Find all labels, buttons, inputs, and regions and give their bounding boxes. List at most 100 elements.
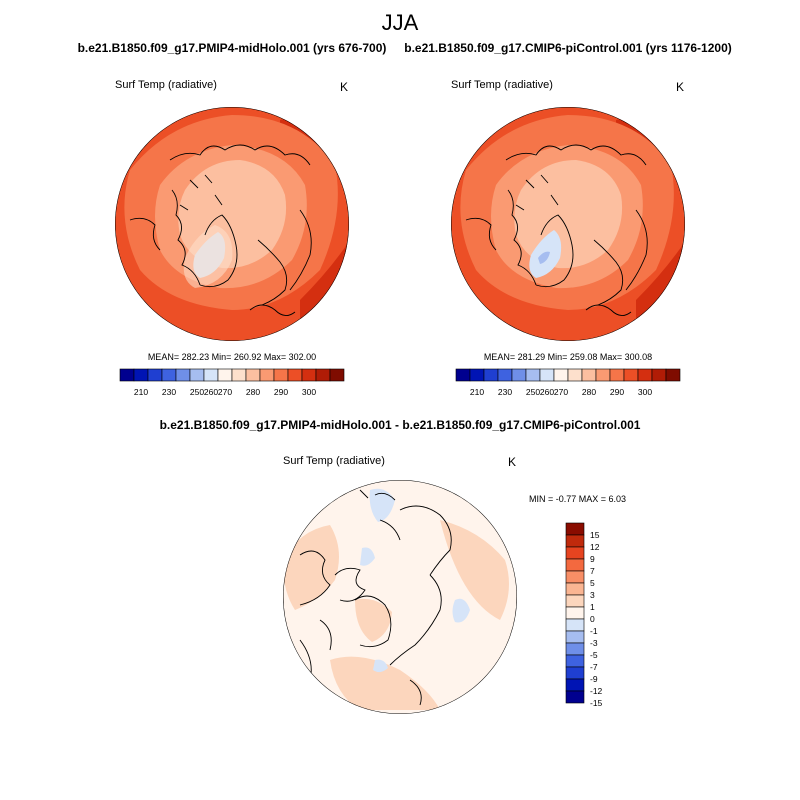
difference-colorbar-cell [565, 558, 585, 572]
difference-colorbar-cell [565, 666, 585, 680]
left-variable-label: Surf Temp (radiative) [115, 79, 217, 91]
left-colorbar-cell [273, 368, 289, 382]
left-colorbar-tick-label: 250 [190, 387, 204, 397]
left-colorbar-cell [161, 368, 177, 382]
difference-variable-label: Surf Temp (radiative) [283, 455, 385, 467]
difference-colorbar-tick-label: 12 [590, 542, 600, 552]
right-colorbar-cell [497, 368, 513, 382]
left-colorbar-cell [259, 368, 275, 382]
difference-colorbar-cell [565, 618, 585, 632]
left-units-label: K [340, 80, 348, 94]
difference-colorbar-tick-label: -1 [590, 626, 598, 636]
right-map-panel: Surf Temp (radiative) K MEAN= 281.29 Mi [451, 79, 685, 397]
diff-field-cool-3 [360, 547, 375, 566]
left-colorbar-cell [329, 368, 345, 382]
difference-colorbar-tick-label: 0 [590, 614, 595, 624]
right-stats-text: MEAN= 281.29 Min= 259.08 Max= 300.08 [484, 352, 652, 362]
left-colorbar-cell [217, 368, 233, 382]
right-colorbar-tick-label: 260 [540, 387, 554, 397]
left-colorbar-tick-label: 290 [274, 387, 288, 397]
left-colorbar-cell [119, 368, 135, 382]
left-colorbar-cell [315, 368, 331, 382]
left-colorbar-tick-label: 300 [302, 387, 316, 397]
right-colorbar-cell [665, 368, 681, 382]
right-colorbar-cell [469, 368, 485, 382]
difference-colorbar-cell [565, 582, 585, 596]
difference-colorbar-cell [565, 534, 585, 548]
left-stats-text: MEAN= 282.23 Min= 260.92 Max= 302.00 [148, 352, 316, 362]
left-colorbar-cell [231, 368, 247, 382]
right-colorbar-tick-label: 210 [470, 387, 484, 397]
difference-map-panel: Surf Temp (radiative) K MIN = -0.77 MAX … [283, 455, 626, 714]
left-colorbar-tick-label: 270 [218, 387, 232, 397]
diff-field-warm-east [440, 520, 509, 620]
difference-colorbar-cell [565, 690, 585, 704]
difference-colorbar: 15 12 9 7 5 3 1 0 -1 -3 -5 -7 -9 -12 -15 [565, 522, 603, 708]
season-title: JJA [382, 10, 419, 35]
right-colorbar-cell [595, 368, 611, 382]
right-colorbar-cell [539, 368, 555, 382]
left-colorbar-cell [147, 368, 163, 382]
diff-field-cool-2 [452, 598, 470, 623]
left-colorbar-tick-label: 280 [246, 387, 260, 397]
difference-colorbar-tick-label: 1 [590, 602, 595, 612]
difference-panel-title: b.e21.B1850.f09_g17.PMIP4-midHolo.001 - … [160, 418, 641, 432]
right-colorbar-tick-label: 250 [526, 387, 540, 397]
right-colorbar-cell [553, 368, 569, 382]
left-colorbar-cell [189, 368, 205, 382]
left-map-field [115, 107, 349, 341]
difference-map-field [283, 480, 517, 714]
diff-field-warm-northamerica [355, 598, 392, 642]
difference-stats-text: MIN = -0.77 MAX = 6.03 [529, 494, 626, 504]
difference-colorbar-tick-label: -9 [590, 674, 598, 684]
difference-colorbar-cell [565, 642, 585, 656]
right-colorbar-cell [581, 368, 597, 382]
right-colorbar-tick-label: 300 [638, 387, 652, 397]
left-panel-title: b.e21.B1850.f09_g17.PMIP4-midHolo.001 (y… [78, 41, 387, 55]
right-colorbar-cell [623, 368, 639, 382]
right-colorbar-tick-label: 270 [554, 387, 568, 397]
difference-colorbar-cell [565, 570, 585, 584]
right-map-field [451, 107, 685, 341]
left-colorbar: 210 230 250 260 270 280 290 300 [119, 368, 345, 397]
difference-colorbar-tick-label: -3 [590, 638, 598, 648]
difference-colorbar-cell [565, 654, 585, 668]
diff-field-cool-4 [373, 659, 388, 673]
right-field-greenland-core [538, 251, 550, 264]
diff-field-warm-south [330, 656, 440, 710]
left-field-greenland-coast [183, 225, 233, 288]
left-colorbar-cell [287, 368, 303, 382]
right-variable-label: Surf Temp (radiative) [451, 79, 553, 91]
right-colorbar-cell [651, 368, 667, 382]
difference-colorbar-tick-label: -7 [590, 662, 598, 672]
difference-colorbar-cell [565, 522, 585, 536]
left-colorbar-cell [203, 368, 219, 382]
right-colorbar-tick-label: 290 [610, 387, 624, 397]
left-map-panel: Surf Temp (radiative) K MEAN= 282.23 Mi [115, 79, 349, 397]
right-colorbar: 210 230 250 260 270 280 290 300 [455, 368, 681, 397]
difference-colorbar-cell [565, 606, 585, 620]
right-colorbar-tick-label: 230 [498, 387, 512, 397]
left-colorbar-cell [245, 368, 261, 382]
right-colorbar-cell [567, 368, 583, 382]
difference-colorbar-tick-label: 9 [590, 554, 595, 564]
left-colorbar-tick-label: 210 [134, 387, 148, 397]
difference-colorbar-tick-label: 15 [590, 530, 600, 540]
difference-colorbar-tick-label: -15 [590, 698, 603, 708]
right-colorbar-cell [637, 368, 653, 382]
difference-colorbar-tick-label: -5 [590, 650, 598, 660]
difference-colorbar-cell [565, 630, 585, 644]
difference-colorbar-cell [565, 594, 585, 608]
difference-coastlines [299, 489, 452, 706]
left-colorbar-tick-label: 260 [204, 387, 218, 397]
right-colorbar-tick-label: 280 [582, 387, 596, 397]
difference-colorbar-cell [565, 678, 585, 692]
right-panel-title: b.e21.B1850.f09_g17.CMIP6-piControl.001 … [404, 41, 732, 55]
right-units-label: K [676, 80, 684, 94]
right-colorbar-cell [511, 368, 527, 382]
right-coastlines [465, 144, 648, 316]
difference-colorbar-tick-label: 3 [590, 590, 595, 600]
difference-colorbar-tick-label: 7 [590, 566, 595, 576]
left-colorbar-cell [175, 368, 191, 382]
